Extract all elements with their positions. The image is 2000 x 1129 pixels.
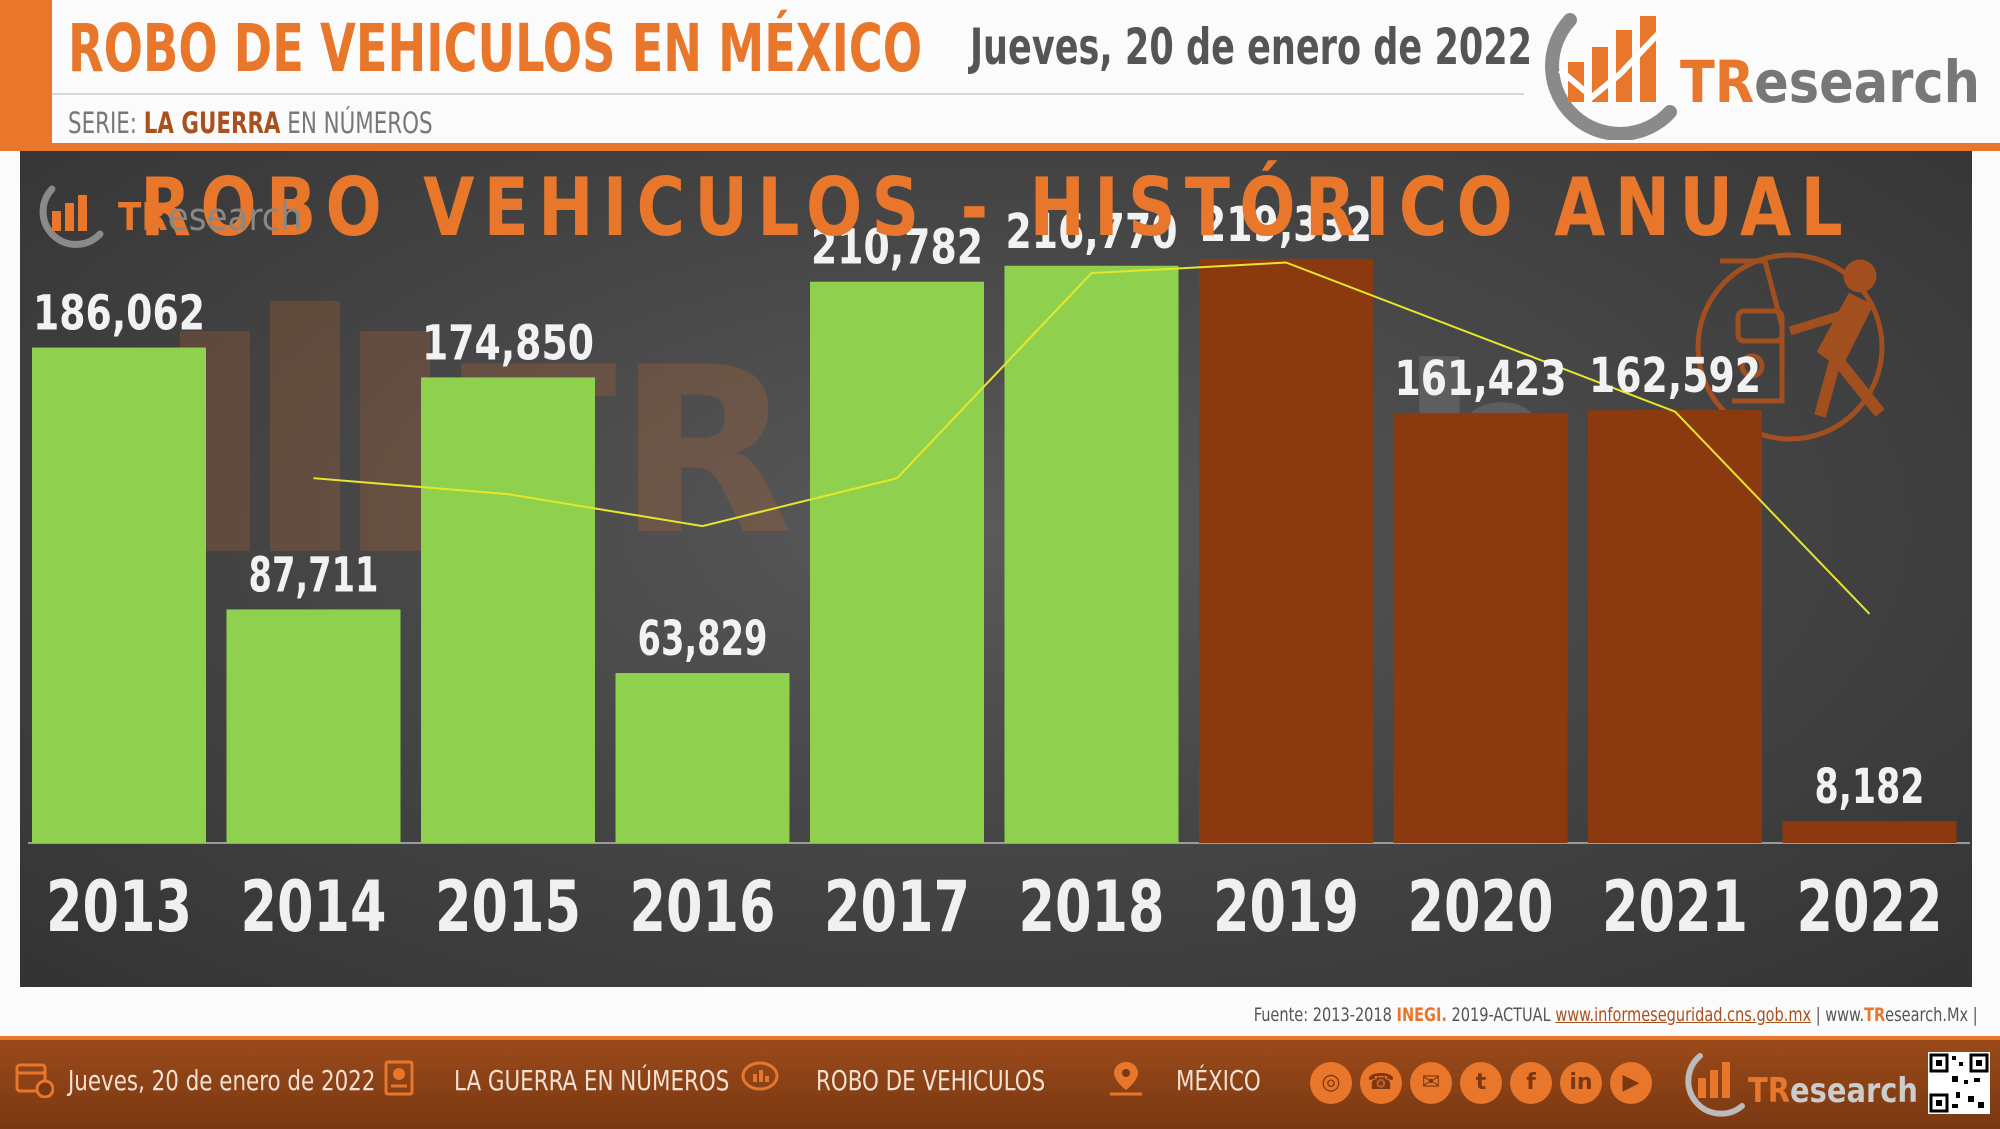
header-accent-strip [0,0,52,145]
bar-2020 [1393,413,1568,843]
panel-logo-tr: TR [118,195,168,239]
data-label-2013: 186,062 [33,286,205,342]
data-label-2020: 161,423 [1395,351,1567,407]
site-link[interactable]: www.TResearch.Mx [1825,1004,1969,1026]
report-icon [384,1060,414,1096]
x-tick-2021: 2021 [1602,866,1748,948]
header-divider [52,93,1524,95]
bar-2013 [32,347,206,843]
x-tick-2018: 2018 [1019,866,1165,948]
data-label-2018: 216,770 [1006,204,1178,260]
series-name: LA GUERRA [143,106,281,140]
header-orange-rule [0,143,2000,151]
youtube-icon[interactable]: ▶ [1610,1062,1652,1104]
brand-logo: TResearch [1530,2,1990,141]
header-date: Jueves, 20 de enero de 2022 [970,18,1533,76]
panel-logo-icon [39,185,104,248]
facebook-icon[interactable]: f [1510,1062,1552,1104]
x-tick-2013: 2013 [46,866,192,948]
bar-2019 [1199,258,1373,843]
linkedin-icon[interactable]: in [1560,1062,1602,1104]
twitter-icon[interactable]: t [1460,1062,1502,1104]
trend-line [313,261,1871,615]
footer-bar: Jueves, 20 de enero de 2022 LA GUERRA EN… [0,1036,2000,1129]
source-prefix: Fuente: 2013-2018 [1254,1004,1393,1026]
series-prefix: SERIE: [68,106,137,140]
footer-topic: ROBO DE VEHICULOS [816,1064,1046,1097]
calendar-icon [15,1063,54,1098]
x-tick-2019: 2019 [1213,866,1359,948]
svg-text:TResearch: TResearch [1748,1071,1918,1111]
panel-logo-text: TResearch [118,195,302,239]
phone-icon[interactable]: ☎ [1360,1062,1402,1104]
x-tick-2020: 2020 [1408,866,1554,948]
data-label-2014: 87,711 [249,547,379,603]
source-inegi: INEGI. [1396,1004,1448,1026]
x-tick-2017: 2017 [824,866,970,948]
bar-2014 [226,609,401,843]
footer-place: MÉXICO [1176,1064,1261,1097]
data-label-2019: 219,332 [1200,197,1372,253]
bar-2016 [615,673,790,843]
x-tick-2022: 2022 [1797,866,1943,948]
bar-2015 [421,377,595,843]
car-theft-icon [1695,252,1885,442]
data-label-2015: 174,850 [422,315,594,371]
x-tick-2015: 2015 [435,866,581,948]
brand-logo-icon: TResearch [1545,13,1980,141]
brand-tr: TR [1680,48,1754,116]
footer-series: LA GUERRA EN NÚMEROS [454,1064,730,1097]
mail-icon[interactable]: ✉ [1410,1062,1452,1104]
bar-2022 [1782,821,1957,843]
brand-rest: esearch [1754,48,1980,116]
x-tick-2016: 2016 [630,866,776,948]
page-title: ROBO DE VEHICULOS EN MÉXICO [68,10,923,87]
bar-chart: TR h 186,06287,711174,85063,829210,78221… [28,197,1970,948]
series-subtitle: SERIE: LA GUERRA EN NÚMEROS [68,106,433,140]
globe-icon[interactable]: ◎ [1310,1062,1352,1104]
bar-2017 [810,281,984,843]
svg-text:TResearch: TResearch [1680,48,1980,116]
chart-title: ROBO VEHICULOS - HISTÓRICO ANUAL [140,161,1852,254]
bar-2021 [1588,410,1762,843]
data-label-2022: 8,182 [1815,759,1925,815]
bar-2018 [1004,265,1179,843]
chart-panel: TR h 186,06287,711174,85063,829210,78221… [20,151,1972,987]
series-suffix: EN NÚMEROS [287,106,433,140]
footer-date: Jueves, 20 de enero de 2022 [68,1064,376,1097]
source-mid: 2019-ACTUAL [1451,1004,1552,1026]
data-label-2021: 162,592 [1589,348,1761,404]
x-tick-2014: 2014 [241,866,387,948]
data-label-2016: 63,829 [638,611,768,667]
map-pin-icon [1110,1062,1142,1096]
chat-chart-icon [741,1061,779,1091]
data-label-2017: 210,782 [811,220,983,276]
footer-brand-logo: TResearch [1685,1053,1918,1117]
source-link[interactable]: www.informeseguridad.cns.gob.mx [1555,1004,1812,1026]
panel-logo-rest: esearch [167,195,303,239]
source-note: Fuente: 2013-2018 INEGI. 2019-ACTUAL www… [1254,1004,1978,1026]
qr-code[interactable] [1928,1052,1990,1114]
